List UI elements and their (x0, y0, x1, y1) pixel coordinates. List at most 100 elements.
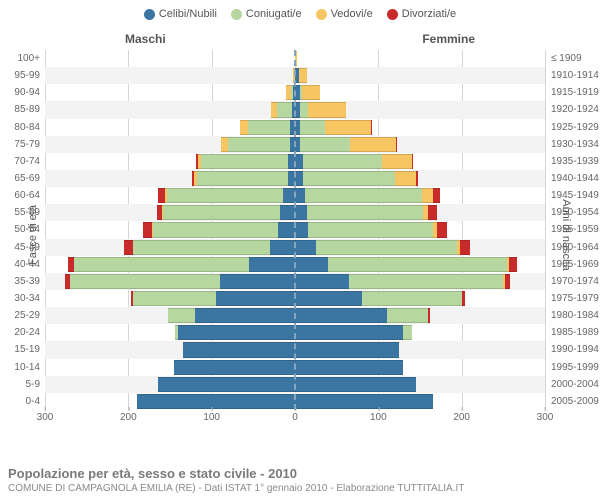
bar-female (295, 51, 600, 66)
bar-segment (295, 360, 403, 375)
bar-segment (133, 240, 271, 255)
bar-segment (221, 137, 228, 152)
bar-female (295, 257, 600, 272)
bar-female (295, 291, 600, 306)
bar-female (295, 171, 600, 186)
bar-segment (280, 205, 295, 220)
bar-segment (362, 291, 462, 306)
bar-segment (460, 240, 470, 255)
bar-male (0, 68, 295, 83)
bar-segment (68, 257, 75, 272)
bar-segment (462, 291, 465, 306)
x-tick: 300 (537, 412, 554, 423)
chart: Maschi Femmine Fasce di età Anni di nasc… (0, 30, 600, 440)
bar-segment (395, 171, 416, 186)
bar-segment (295, 154, 303, 169)
legend-swatch (316, 9, 327, 20)
bar-male (0, 51, 295, 66)
bar-segment (505, 274, 510, 289)
bar-segment (201, 154, 289, 169)
bar-female (295, 325, 600, 340)
legend-swatch (387, 9, 398, 20)
bar-female (295, 377, 600, 392)
bar-female (295, 360, 600, 375)
bar-segment (228, 137, 291, 152)
bar-segment (307, 205, 424, 220)
bar-segment (308, 222, 433, 237)
bar-male (0, 257, 295, 272)
legend-item: Vedovi/e (316, 8, 373, 20)
bar-segment (396, 137, 398, 152)
bar-segment (295, 171, 303, 186)
center-line (294, 50, 296, 410)
bar-female (295, 188, 600, 203)
bar-segment (299, 68, 307, 83)
bar-male (0, 360, 295, 375)
bar-female (295, 120, 600, 135)
bar-male (0, 102, 295, 117)
bar-segment (308, 102, 346, 117)
bar-segment (300, 137, 350, 152)
bar-male (0, 377, 295, 392)
bar-segment (178, 325, 295, 340)
bar-male (0, 188, 295, 203)
bar-segment (509, 257, 517, 272)
bar-segment (302, 85, 320, 100)
bar-segment (300, 102, 308, 117)
x-axis: 3002001000100200300 (45, 410, 545, 428)
bar-segment (133, 291, 216, 306)
bar-segment (316, 240, 458, 255)
bar-female (295, 222, 600, 237)
bar-male (0, 274, 295, 289)
bar-segment (428, 308, 430, 323)
bar-segment (382, 154, 411, 169)
bar-segment (248, 120, 290, 135)
legend-label: Divorziati/e (402, 8, 456, 20)
bar-segment (167, 188, 284, 203)
legend-label: Vedovi/e (331, 8, 373, 20)
bar-segment (124, 240, 132, 255)
bar-female (295, 394, 600, 409)
bar-segment (174, 360, 295, 375)
bar-female (295, 274, 600, 289)
bar-segment (349, 274, 503, 289)
bar-segment (403, 325, 411, 340)
x-tick: 200 (453, 412, 470, 423)
label-maschi: Maschi (125, 32, 166, 46)
bar-male (0, 154, 295, 169)
bar-segment (158, 188, 165, 203)
bar-female (295, 137, 600, 152)
bar-segment (240, 120, 248, 135)
bar-female (295, 68, 600, 83)
bar-segment (412, 154, 414, 169)
chart-subtitle: COMUNE DI CAMPAGNOLA EMILIA (RE) - Dati … (8, 483, 592, 494)
bar-segment (416, 171, 419, 186)
bar-segment (153, 222, 278, 237)
bar-segment (197, 171, 289, 186)
bar-segment (303, 154, 382, 169)
bar-segment (295, 291, 362, 306)
bar-male (0, 85, 295, 100)
bar-segment (158, 377, 296, 392)
bar-segment (437, 222, 447, 237)
legend-label: Celibi/Nubili (159, 8, 217, 20)
bar-segment (295, 325, 403, 340)
bar-segment (295, 240, 316, 255)
bar-segment (433, 188, 440, 203)
x-tick: 100 (370, 412, 387, 423)
legend: Celibi/NubiliConiugati/eVedovi/eDivorzia… (0, 0, 600, 24)
bar-segment (278, 222, 295, 237)
bar-segment (295, 394, 433, 409)
bar-female (295, 342, 600, 357)
bar-female (295, 85, 600, 100)
bar-segment (295, 188, 305, 203)
bar-segment (220, 274, 295, 289)
bar-segment (300, 120, 325, 135)
bar-segment (163, 205, 280, 220)
bar-segment (137, 394, 295, 409)
bar-segment (270, 240, 295, 255)
bar-female (295, 102, 600, 117)
bar-female (295, 308, 600, 323)
bar-segment (295, 377, 416, 392)
bar-segment (328, 257, 507, 272)
